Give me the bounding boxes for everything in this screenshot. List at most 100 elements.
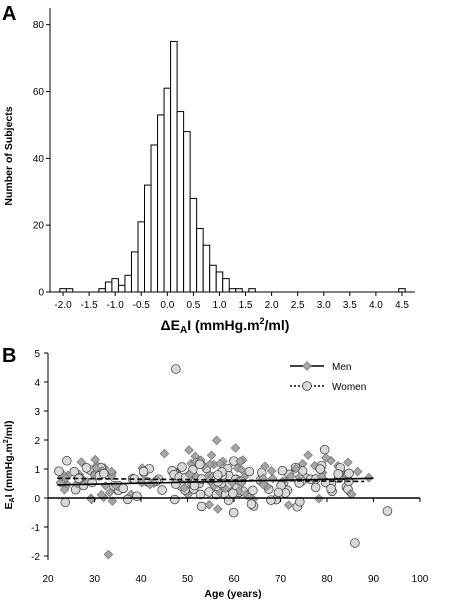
x-tick-label: 80 (321, 574, 333, 585)
x-tick-label: -0.5 (133, 300, 151, 311)
women-point (99, 468, 109, 479)
men-point (235, 456, 245, 467)
men-point (106, 466, 117, 477)
women-point (244, 466, 255, 477)
women-point (132, 491, 142, 501)
women-point (169, 494, 180, 505)
x-tick-label: 4.5 (395, 300, 409, 311)
x-tick-label: -2.0 (54, 300, 72, 311)
x-tick-label: 2.5 (291, 300, 305, 311)
histogram-bar (137, 221, 146, 293)
women-point (60, 497, 71, 508)
histogram-bars (59, 40, 406, 293)
women-point (333, 469, 343, 479)
men-point (234, 486, 244, 496)
women-point (344, 468, 354, 479)
men-point (184, 469, 195, 480)
men-point (96, 490, 107, 500)
women-point (62, 456, 72, 466)
y-label-end: /ml) (3, 421, 15, 440)
histogram-bar (235, 288, 243, 293)
men-point (268, 473, 278, 484)
x-axis-label: Age (years) (204, 588, 261, 600)
women-trend-line (57, 477, 365, 483)
men-point (179, 483, 190, 493)
men-point (302, 361, 312, 371)
women-point (189, 480, 200, 491)
men-point (76, 457, 87, 467)
women-point (273, 487, 284, 498)
y-tick-label: 5 (34, 349, 40, 360)
women-point (138, 466, 149, 477)
trend-lines (57, 477, 374, 486)
x-tick-label: 1.0 (213, 300, 227, 311)
x-tick-label: 0.5 (186, 300, 200, 311)
men-point (90, 454, 100, 465)
scatter-points (54, 364, 393, 560)
y-label-mid: I (mmHg.m (3, 443, 15, 497)
histogram-bar (228, 288, 237, 293)
x-label-sub: A (180, 325, 187, 336)
y-tick-label: 60 (33, 87, 45, 98)
histogram-bar (183, 131, 191, 293)
x-label-mid: I (mmHg.m (187, 317, 259, 333)
men-point (105, 487, 115, 498)
y-tick-label: 20 (33, 221, 45, 232)
women-point (213, 470, 223, 480)
men-point (230, 443, 241, 453)
men-point (107, 496, 118, 506)
y-tick-label: 0 (34, 494, 40, 505)
men-point (159, 448, 170, 459)
y-tick-label: 3 (34, 407, 40, 418)
x-tick-label: 50 (182, 574, 194, 585)
histogram-bar (202, 244, 211, 293)
women-point (195, 459, 205, 470)
men-point (206, 450, 217, 461)
men-point (103, 549, 114, 560)
women-point (177, 462, 187, 472)
women-point (350, 538, 360, 548)
x-tick-label: 1.5 (239, 300, 253, 311)
histogram-bar (215, 271, 224, 293)
women-point (266, 495, 276, 505)
legend: Men Women (290, 361, 366, 393)
histogram-bar (189, 197, 198, 293)
women-point (118, 483, 128, 494)
histogram-bar (150, 144, 159, 293)
women-point (310, 482, 321, 493)
men-point (284, 500, 294, 510)
men-point (59, 485, 70, 495)
women-point (171, 364, 181, 374)
scatter-panel: -2 -1 0 1 2 3 4 5 20 30 40 50 60 70 80 90 100 EAI (mmHg.… (3, 349, 429, 600)
histogram-bar (104, 281, 113, 293)
women-point (81, 463, 92, 473)
x-tick-label: 60 (228, 574, 240, 585)
histogram-bar (117, 284, 126, 293)
x-tick-label: 2.0 (265, 300, 279, 311)
men-point (260, 461, 270, 472)
y-tick-label: -1 (31, 523, 40, 534)
women-point (54, 466, 64, 476)
legend-men-label: Men (332, 362, 351, 373)
histogram-bar (170, 40, 178, 293)
y-tick-label: 4 (34, 378, 40, 389)
y-tick-label: 40 (33, 154, 45, 165)
histogram-bar (163, 87, 172, 293)
men-point (321, 453, 331, 463)
x-label-delta: ΔE (161, 317, 180, 333)
x-tick-label: 40 (135, 574, 147, 585)
men-point (204, 500, 214, 510)
x-tick-label: 0.0 (160, 300, 174, 311)
histogram-bar (398, 288, 406, 293)
x-tick-label: 3.0 (317, 300, 331, 311)
histogram-bar (176, 111, 185, 293)
x-tick-label: 30 (89, 574, 101, 585)
y-tick-label: 1 (34, 465, 40, 476)
men-point (303, 450, 313, 460)
men-point (258, 479, 269, 490)
legend-women-label: Women (332, 382, 366, 393)
men-trend-line (57, 477, 374, 486)
men-point (205, 459, 215, 469)
y-label-sup: 2 (3, 439, 10, 443)
histogram-bar (222, 278, 230, 293)
